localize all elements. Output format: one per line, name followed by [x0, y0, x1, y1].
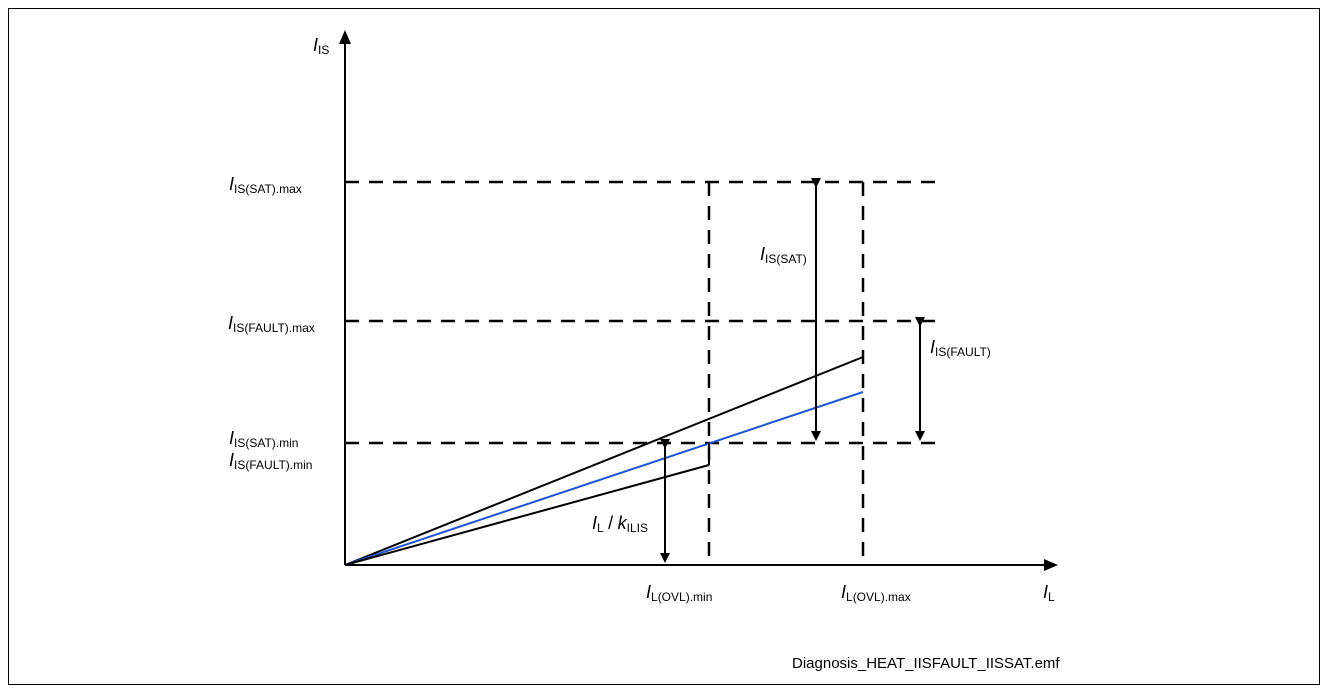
fault-range-label: IIS(FAULT)	[930, 337, 991, 359]
level-sat-max-label: IIS(SAT).max	[229, 174, 302, 196]
lower-limit-line	[344, 464, 710, 566]
nominal-line	[344, 391, 864, 566]
x-axis-arrow	[1044, 559, 1058, 571]
figure-caption: Diagnosis_HEAT_IISFAULT_IISSAT.emf	[792, 655, 1060, 672]
level-sat-min-label: IIS(SAT).min	[229, 428, 299, 450]
level-fault-min-label: IIS(FAULT).min	[229, 450, 313, 472]
sat-range-label: IIS(SAT)	[760, 244, 807, 266]
level-fault-max-label: IIS(FAULT).max	[228, 313, 315, 335]
x-axis-label: IL	[1043, 582, 1055, 604]
upper-limit-line	[344, 356, 864, 566]
diagram-frame	[8, 8, 1320, 685]
y-axis-arrow	[339, 30, 351, 44]
y-axis-label: IIS	[313, 35, 330, 57]
ovl-min-label: IL(OVL).min	[646, 582, 713, 604]
ratio-label: IL / kILIS	[592, 513, 648, 535]
ovl-max-label: IL(OVL).max	[841, 582, 911, 604]
